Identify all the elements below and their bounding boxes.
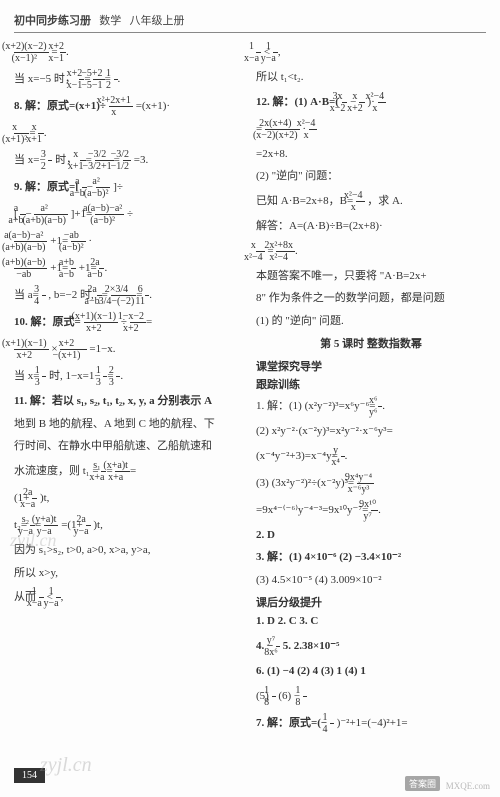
section-5-title: 第 5 课时 整数指数幂 — [256, 335, 486, 354]
series-title: 初中同步练习册 — [14, 15, 91, 27]
subject: 数学 — [99, 15, 121, 27]
page-header: 初中同步练习册 数学 八年级上册 — [14, 12, 486, 33]
watermark-3: MXQE.com — [446, 781, 490, 791]
watermark-1: zyjl.cn — [40, 754, 92, 777]
right-column: 1x−a < 1y−a, 所以 t₁<t₂. 12. 解：(1) A·B=( 3… — [256, 41, 486, 739]
subsection-1: 课堂探究导学 — [256, 358, 486, 377]
page-number: 154 — [14, 768, 45, 783]
subsection-3: 课后分级提升 — [256, 594, 486, 613]
answer-badge: 答案圈 — [405, 776, 440, 791]
left-column: (x+2)(x−2)(x−1)² = x+2x−1. 当 x=−5 时， x+2… — [14, 41, 244, 739]
subsection-2: 跟踪训练 — [256, 376, 486, 395]
grade: 八年级上册 — [130, 15, 185, 27]
